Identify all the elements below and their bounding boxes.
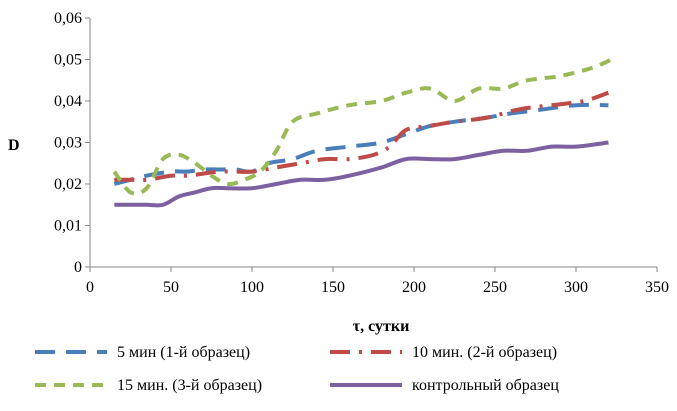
x-tick-label: 200 xyxy=(402,279,426,296)
y-tick-label: 0,06 xyxy=(54,10,82,27)
y-axis-title: D xyxy=(8,137,20,154)
axes xyxy=(85,17,658,272)
x-axis-title: τ, сутки xyxy=(353,318,410,335)
x-tick-label: 350 xyxy=(645,279,669,296)
legend-label-4: контрольный образец xyxy=(412,377,559,394)
legend-label-1: 5 мин (1-й образец) xyxy=(117,344,250,361)
y-tick-label: 0,02 xyxy=(54,176,82,193)
x-tick-label: 150 xyxy=(321,279,345,296)
legend-label-3: 15 мин. (3-й образец) xyxy=(117,377,262,394)
y-tick-label: 0,05 xyxy=(54,52,82,69)
series-line-2 xyxy=(114,90,610,183)
y-tick-label: 0,04 xyxy=(54,93,82,110)
y-tick-label: 0,01 xyxy=(54,218,82,235)
x-tick-label: 300 xyxy=(564,279,588,296)
tick-labels: 0 0,01 0,02 0,03 0,04 0,05 0,06 0 50 100 150 200 250… xyxy=(54,10,669,296)
y-tick-label: 0 xyxy=(74,259,82,276)
x-tick-label: 0 xyxy=(86,279,94,296)
x-tick-label: 50 xyxy=(163,279,179,296)
x-tick-label: 250 xyxy=(483,279,507,296)
series-line-4 xyxy=(114,140,609,208)
legend-label-2: 10 мин. (2-й образец) xyxy=(412,344,557,361)
series-lines xyxy=(112,57,613,208)
series-line-1 xyxy=(113,102,609,186)
x-tick-label: 100 xyxy=(240,279,264,296)
legend: 5 мин (1-й образец) 10 мин. (2-й образец)… xyxy=(35,344,559,394)
y-tick-label: 0,03 xyxy=(54,135,82,152)
